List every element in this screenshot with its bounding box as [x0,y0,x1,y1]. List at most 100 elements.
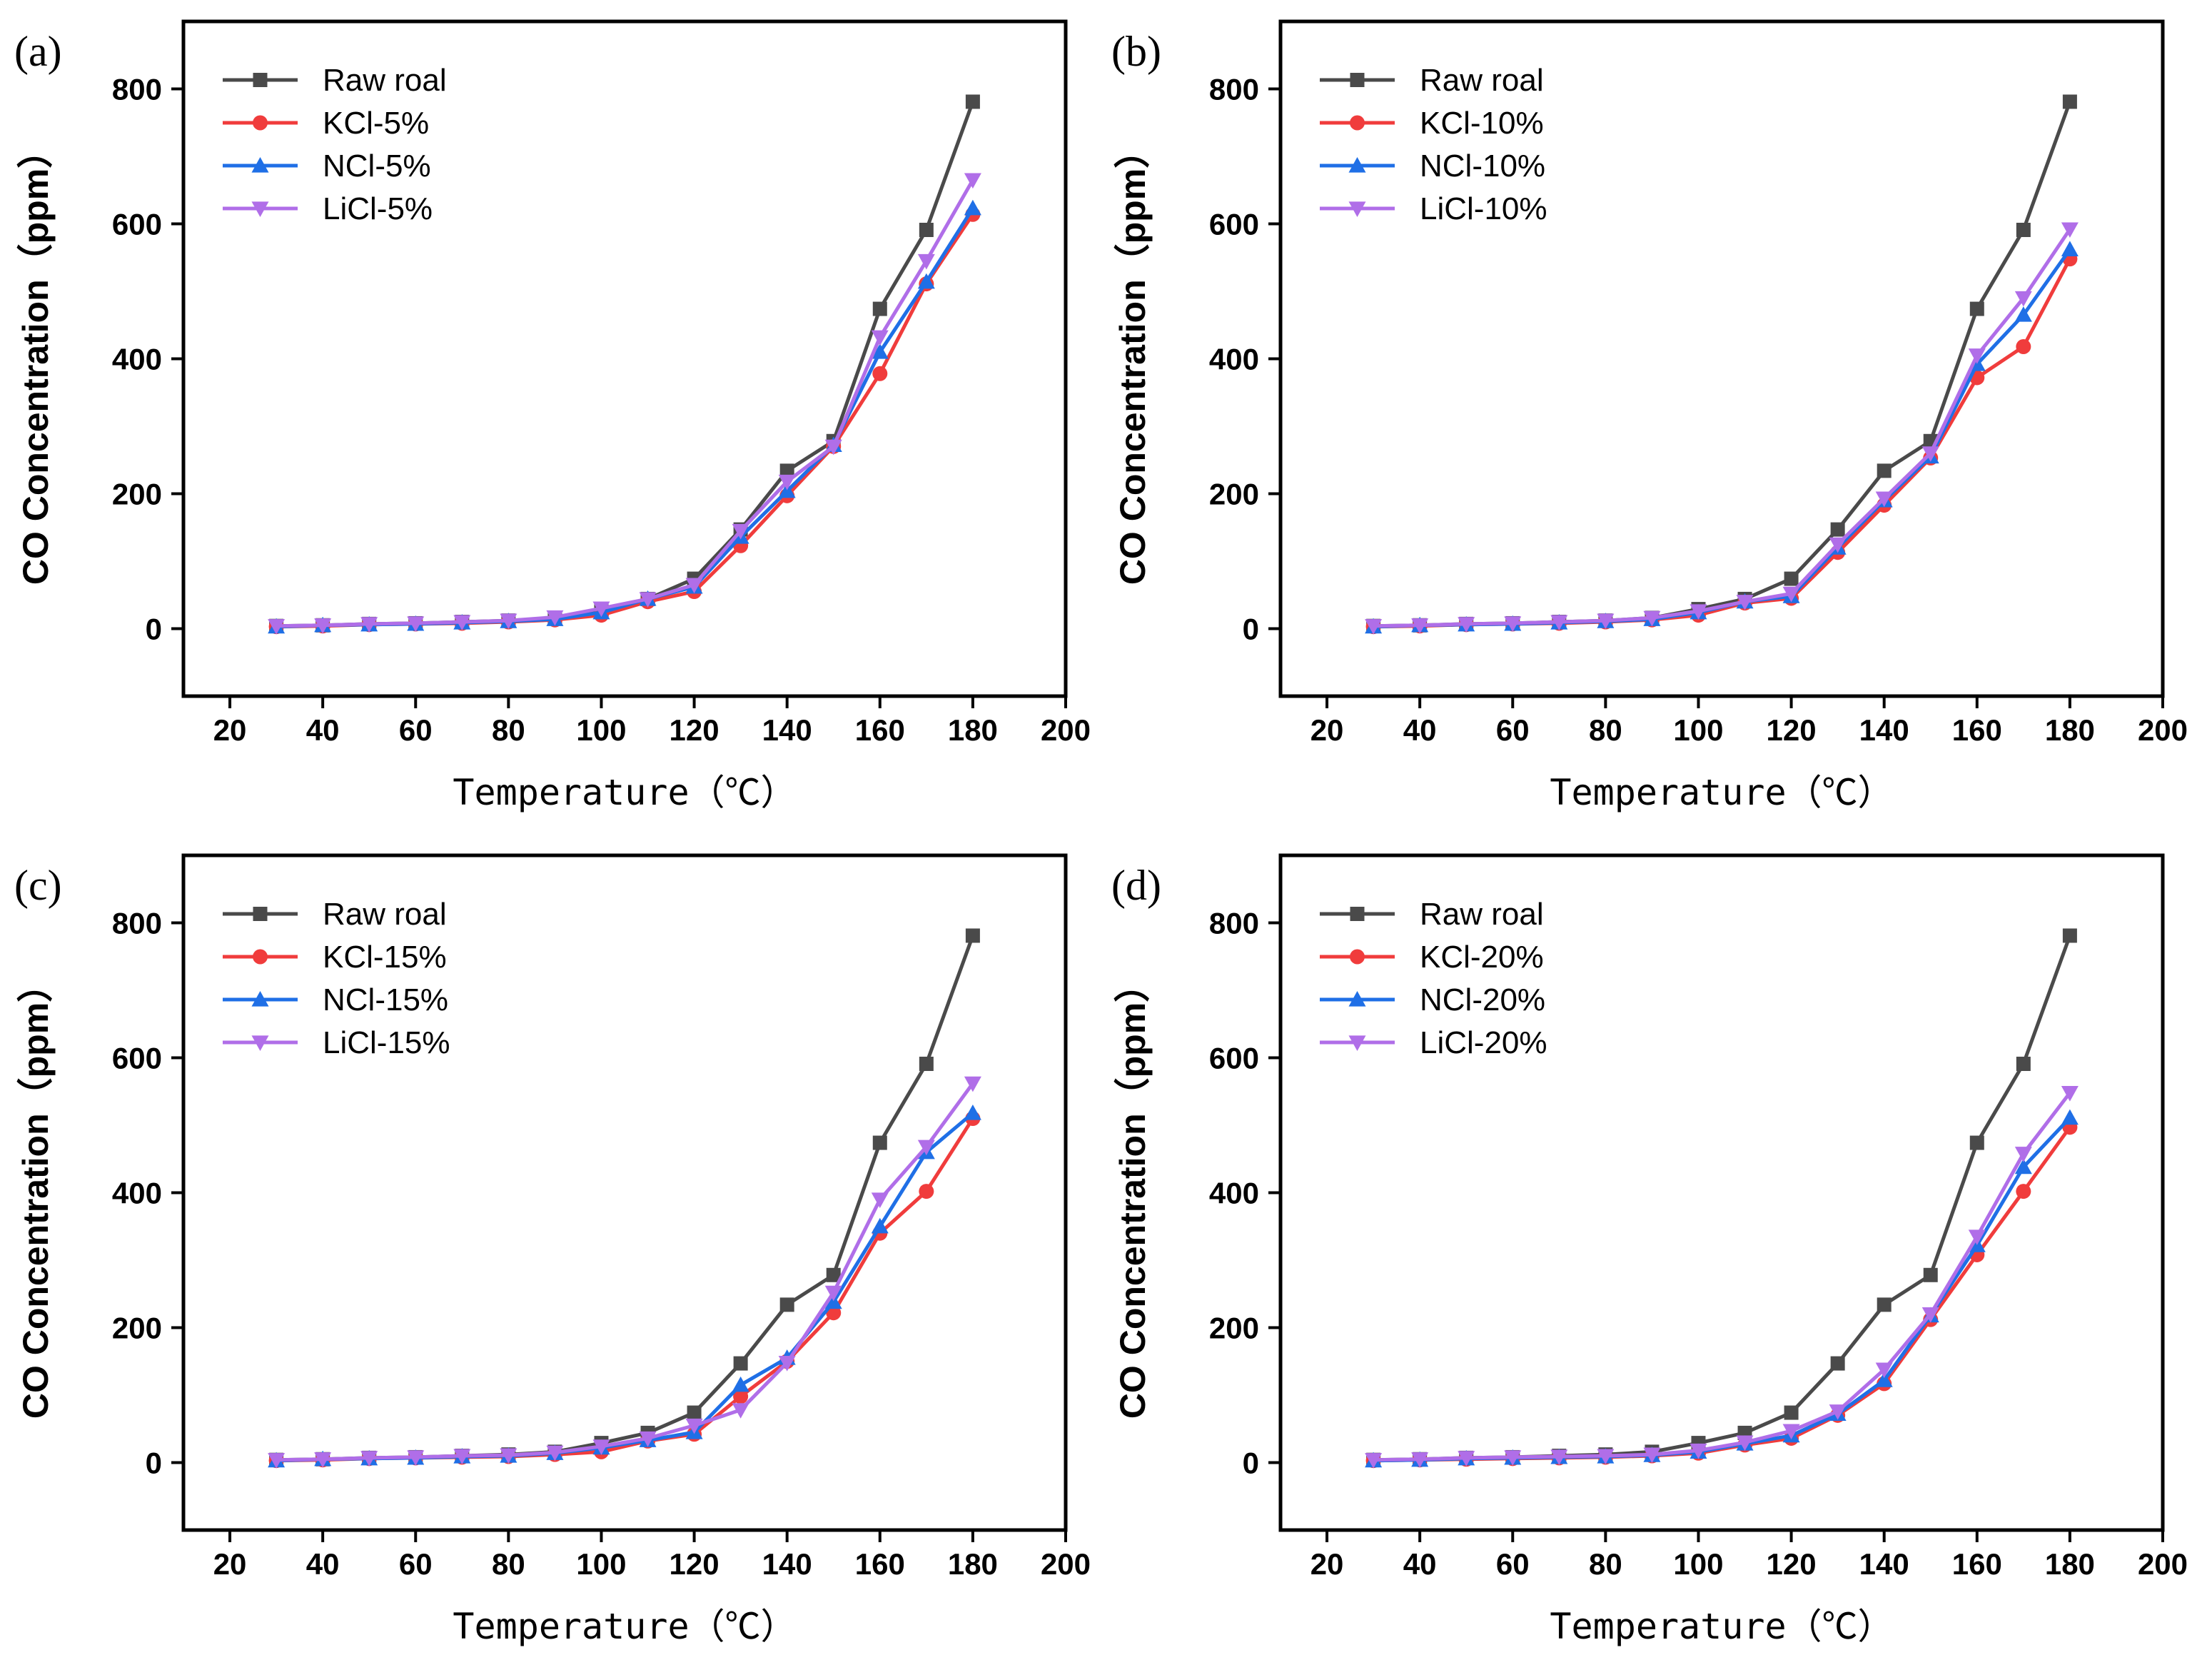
legend-label: Raw roal [1420,897,1544,932]
x-tick-label: 20 [1310,1547,1344,1581]
y-tick-label: 200 [112,1312,162,1345]
legend-marker [1350,115,1365,131]
data-point [732,1376,749,1392]
data-point [965,928,980,943]
data-point [268,1453,286,1469]
data-point [1736,1435,1754,1452]
data-point [314,618,332,634]
x-tick-label: 160 [1952,1547,2002,1581]
data-point [919,1184,934,1199]
data-point [1784,1405,1799,1420]
legend-item: LiCl-15% [223,1025,450,1060]
legend-marker [253,73,268,87]
data-point [778,1356,796,1372]
series-4 [268,1076,981,1469]
x-tick-label: 180 [948,1547,998,1581]
data-point [964,173,981,189]
legend-item: KCl-5% [223,106,429,141]
data-point [639,1431,657,1447]
legend-label: Raw roal [323,63,447,98]
data-point [1550,615,1568,631]
data-point [964,1076,981,1092]
legend-marker [1348,1035,1366,1051]
y-tick-label: 0 [146,1447,162,1480]
legend-label: Raw roal [1420,63,1544,98]
data-point [779,1297,794,1312]
data-point [1829,1404,1847,1420]
series-4 [1365,222,2079,635]
series-line [276,1082,974,1462]
panel-label: (a) [14,28,62,75]
data-point [1830,522,1845,537]
panel-label: (d) [1111,862,1161,909]
x-tick-label: 60 [1496,713,1530,747]
x-tick-label: 200 [2138,1547,2188,1581]
data-point [871,330,889,346]
data-point [1921,446,1939,462]
data-point [2014,1158,2032,1174]
x-tick-label: 200 [2138,713,2188,747]
data-point [826,1267,841,1282]
chart-panel-4: (d) 20 40 60 80 100 120 140 160 180 200 0 200 400 600 8… [1111,853,2188,1647]
data-point [824,1293,842,1309]
data-point [1597,1449,1615,1465]
data-point [2061,241,2079,257]
data-point [639,592,657,608]
legend-label: KCl-20% [1420,940,1544,975]
y-tick-label: 200 [1209,478,1259,511]
data-point [2016,1184,2031,1199]
data-point [592,601,610,618]
x-tick-label: 80 [1589,713,1622,747]
y-tick-label: 200 [112,478,162,511]
y-tick-label: 400 [112,343,162,376]
x-axis-label: Temperature（℃） [453,1606,796,1647]
legend-marker [251,201,269,217]
y-tick-label: 800 [112,907,162,940]
data-point [314,1452,332,1468]
x-tick-label: 80 [492,713,525,747]
legend-marker [251,991,269,1007]
data-point [2062,928,2077,943]
legend-label: LiCl-20% [1420,1025,1547,1060]
x-axis-label: Temperature（℃） [1550,1606,1893,1647]
legend-item: Raw roal [1320,63,1544,98]
x-tick-label: 140 [1859,1547,1909,1581]
y-axis-label: CO Concentration（ppm） [1113,967,1153,1419]
x-tick-label: 160 [855,1547,905,1581]
data-point [1784,571,1799,586]
data-point [1411,1452,1429,1468]
legend: Raw roal KCl-10% NCl-10% LiCl-10% [1320,63,1547,226]
series-line [1373,248,2071,629]
data-point [685,1418,703,1434]
data-point [2016,223,2031,238]
legend-marker [1350,907,1365,921]
data-point [917,253,935,270]
data-point [407,1450,425,1466]
y-tick-label: 800 [1209,73,1259,106]
legend-item: KCl-15% [223,940,447,975]
data-point [2016,338,2031,354]
data-point [1690,604,1707,620]
y-tick-label: 200 [1209,1312,1259,1345]
series-4 [1365,1086,2079,1469]
panel-label: (b) [1111,28,1161,75]
legend-marker [1350,73,1365,87]
data-point [546,610,564,626]
legend-label: Raw roal [323,897,447,932]
y-tick-label: 0 [1243,613,1259,646]
data-point [407,616,425,632]
data-point [917,273,935,289]
data-point [2061,222,2079,238]
data-point [1921,1307,1939,1323]
x-tick-label: 100 [1673,713,1723,747]
y-axis-label: CO Concentration（ppm） [16,967,56,1419]
data-point [1504,1450,1522,1466]
data-point [2014,306,2032,322]
x-tick-label: 40 [306,713,340,747]
x-tick-label: 20 [213,1547,247,1581]
series-line [276,1112,974,1463]
data-point [2014,291,2032,307]
legend-item: Raw roal [1320,897,1544,932]
data-point [1968,348,1986,364]
